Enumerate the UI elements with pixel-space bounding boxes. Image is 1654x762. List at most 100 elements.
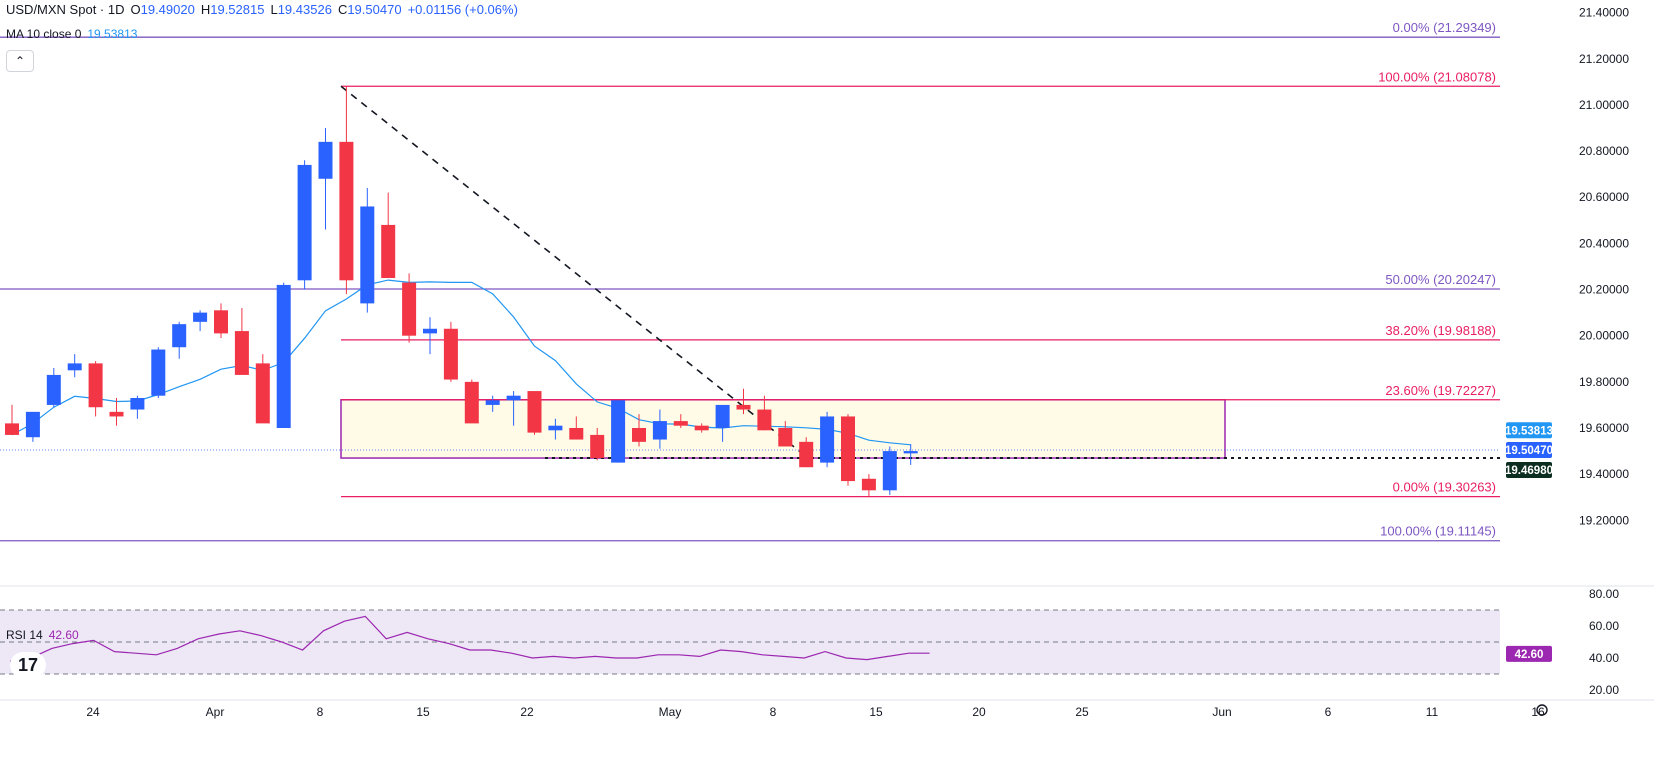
- candle-body: [234, 331, 249, 375]
- time-tick-label: 25: [1075, 705, 1089, 719]
- candle-body: [172, 324, 187, 348]
- candle-body: [109, 411, 124, 417]
- price-tick-label: 20.60000: [1579, 190, 1629, 204]
- time-tick-label: 24: [86, 705, 100, 719]
- price-tick-label: 19.20000: [1579, 513, 1629, 527]
- candle: [882, 446, 897, 495]
- candle: [841, 414, 855, 486]
- candle: [381, 192, 396, 278]
- rsi-tick-label: 80.00: [1589, 587, 1619, 601]
- time-tick-label: 8: [317, 705, 324, 719]
- fib-level-label: 100.00% (21.08078): [1378, 69, 1496, 84]
- price-tick-label: 21.40000: [1579, 6, 1629, 20]
- candle: [861, 474, 876, 498]
- candle-body: [5, 423, 19, 435]
- ma-label: MA 10 close 0: [6, 27, 82, 41]
- tradingview-logo-icon[interactable]: 17: [10, 652, 46, 678]
- candle: [318, 128, 333, 230]
- time-tick-label: 8: [770, 705, 777, 719]
- time-tick-label: Jun: [1212, 705, 1231, 719]
- candle: [151, 347, 166, 398]
- price-tick-label: 21.00000: [1579, 98, 1629, 112]
- candle-body: [151, 349, 166, 396]
- ma-legend: MA 10 close 0 19.53813: [6, 27, 143, 41]
- candle: [799, 437, 814, 468]
- rsi-value: 42.60: [48, 628, 79, 642]
- candle: [339, 86, 354, 295]
- time-tick-label: 15: [416, 705, 430, 719]
- price-label-tag: [1506, 441, 1552, 458]
- price-label-text: 19.53813: [1505, 425, 1553, 437]
- rsi-value-tag: [1506, 645, 1552, 662]
- candle-body: [402, 282, 417, 336]
- candle-body: [506, 395, 521, 401]
- price-tick-label: 19.60000: [1579, 421, 1629, 435]
- rsi-tick-label: 40.00: [1589, 651, 1619, 665]
- price-label-text: 19.50470: [1505, 445, 1553, 457]
- candle-body: [25, 411, 40, 438]
- candle-body: [443, 328, 458, 380]
- rsi-label: RSI 14: [6, 628, 43, 642]
- candle-body: [903, 451, 918, 454]
- candle-body: [527, 391, 542, 433]
- close-value: 19.50470: [347, 2, 402, 17]
- candle-body: [130, 398, 145, 410]
- candle-body: [548, 425, 563, 431]
- candle: [25, 411, 40, 442]
- candle-body: [715, 404, 730, 428]
- candle-body: [757, 409, 772, 431]
- candle: [5, 404, 19, 435]
- high-value: 19.52815: [210, 2, 265, 17]
- candle: [485, 395, 500, 412]
- price-tick-label: 19.80000: [1579, 375, 1629, 389]
- time-tick-label: 20: [972, 705, 986, 719]
- candle-body: [736, 404, 751, 410]
- candle-body: [694, 425, 709, 431]
- candle: [255, 354, 270, 424]
- candle-body: [67, 363, 82, 371]
- settings-gear-icon[interactable]: [1536, 704, 1548, 716]
- candle: [903, 444, 918, 465]
- candle-body: [255, 363, 270, 424]
- candle: [88, 361, 103, 417]
- candle: [464, 379, 479, 424]
- close-label: C: [337, 2, 348, 17]
- candle-body: [611, 400, 626, 463]
- time-tick-label: Apr: [206, 705, 225, 719]
- ma-value: 19.53813: [87, 27, 138, 41]
- downtrend-line: [340, 85, 809, 459]
- candle-body: [276, 284, 291, 428]
- candle: [548, 418, 563, 440]
- price-label-tag: [1506, 462, 1552, 479]
- fib-level-label: 38.20% (19.98188): [1385, 323, 1496, 338]
- candle: [757, 395, 772, 431]
- time-tick-label: 6: [1325, 705, 1332, 719]
- candle: [297, 160, 312, 290]
- candle: [673, 414, 688, 428]
- candle: [652, 409, 667, 449]
- candle-body: [590, 434, 605, 458]
- candle-body: [381, 224, 396, 278]
- candle: [632, 414, 646, 447]
- low-label: L: [270, 2, 278, 17]
- time-tick-label: May: [659, 705, 682, 719]
- fib-level-label: 100.00% (19.11145): [1380, 524, 1496, 539]
- collapse-legend-button[interactable]: ⌃: [6, 50, 34, 72]
- candle-body: [673, 421, 688, 426]
- candle-body: [820, 416, 835, 463]
- price-tick-label: 20.00000: [1579, 329, 1629, 343]
- candle-body: [318, 141, 333, 179]
- price-label-tag: [1506, 422, 1552, 439]
- candle-body: [778, 428, 793, 447]
- time-tick-label: 15: [869, 705, 883, 719]
- open-label: O: [130, 2, 141, 17]
- symbol-title: USD/MXN Spot · 1D: [6, 2, 125, 17]
- candle-body: [193, 312, 208, 322]
- candle: [443, 321, 458, 382]
- open-value: 19.49020: [140, 2, 195, 17]
- candle-body: [569, 428, 584, 440]
- candle: [130, 395, 145, 419]
- candle: [611, 400, 626, 463]
- candle: [214, 303, 228, 338]
